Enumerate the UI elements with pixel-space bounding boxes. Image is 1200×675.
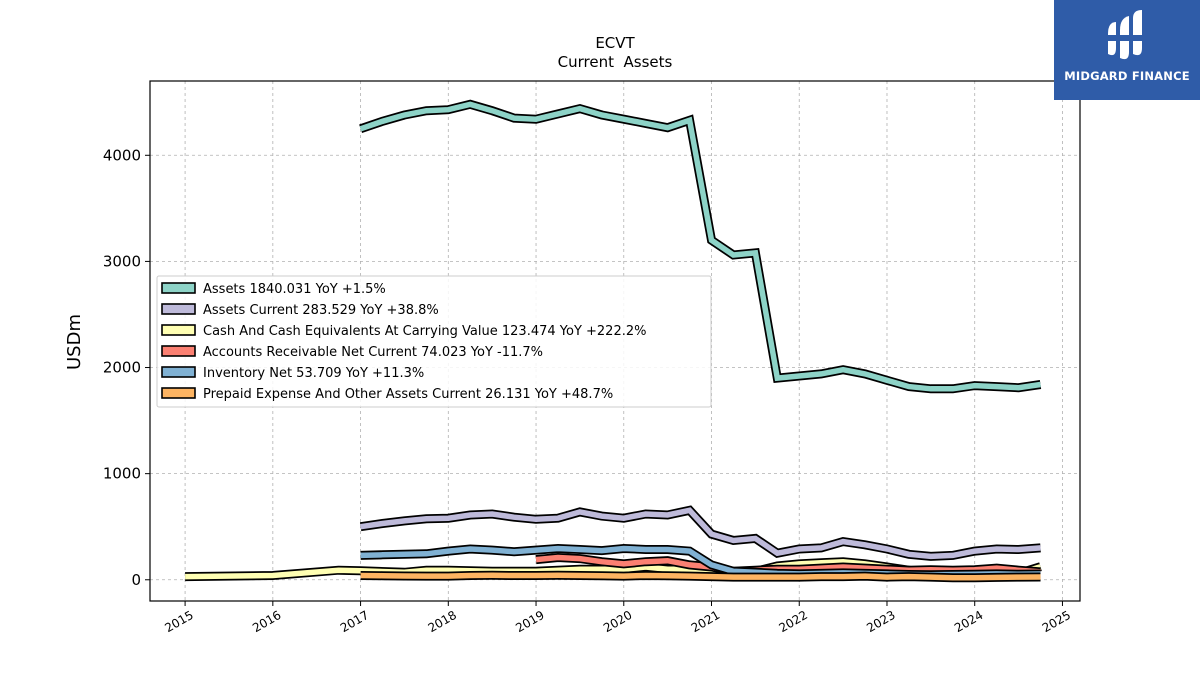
x-tick-label: 2025 <box>1040 608 1073 635</box>
chart-subtitle: Current Assets <box>558 53 673 71</box>
brand-logo: MIDGARD FINANCE <box>1054 0 1200 100</box>
series-line <box>360 507 1041 560</box>
legend-label: Cash And Cash Equivalents At Carrying Va… <box>203 324 646 339</box>
x-tick-label: 2019 <box>513 608 546 635</box>
plot-frame <box>149 80 1081 602</box>
legend-label: Assets Current 283.529 YoY +38.8% <box>203 303 439 318</box>
legend-label: Inventory Net 53.709 YoY +11.3% <box>203 366 424 381</box>
legend-item: Assets Current 283.529 YoY +38.8% <box>161 303 439 318</box>
legend-swatch <box>161 303 196 315</box>
x-tick-label: 2018 <box>426 608 459 635</box>
legend-item: Prepaid Expense And Other Assets Current… <box>161 387 613 402</box>
x-tick-label: 2015 <box>162 608 195 635</box>
series-line-1 <box>359 99 1042 394</box>
legend-item: Assets 1840.031 YoY +1.5% <box>161 282 386 297</box>
legend-swatch <box>161 387 196 399</box>
series-line-6 <box>360 570 1041 583</box>
legend-item: Accounts Receivable Net Current 74.023 Y… <box>161 345 543 360</box>
legend-label: Assets 1840.031 YoY +1.5% <box>203 282 386 297</box>
x-tick-label: 2017 <box>338 608 371 635</box>
legend-item: Inventory Net 53.709 YoY +11.3% <box>161 366 424 381</box>
y-tick-label: 4000 <box>103 146 141 164</box>
legend-swatch <box>161 282 196 294</box>
x-tick-label: 2022 <box>777 608 810 635</box>
brand-mark-icon <box>1106 10 1144 60</box>
chart-title: ECVT <box>595 34 635 52</box>
y-tick-label: 1000 <box>103 465 141 483</box>
y-tick-label: 3000 <box>103 252 141 270</box>
legend-label: Accounts Receivable Net Current 74.023 Y… <box>203 345 543 360</box>
legend-box <box>156 275 712 408</box>
series-line <box>359 101 1041 392</box>
legend: Assets 1840.031 YoY +1.5% Assets Current … <box>156 275 712 408</box>
legend-item: Cash And Cash Equivalents At Carrying Va… <box>161 324 646 339</box>
y-tick-label: 0 <box>131 571 141 589</box>
legend-label: Prepaid Expense And Other Assets Current… <box>203 387 613 402</box>
x-tick-label: 2023 <box>864 608 897 635</box>
plot-area <box>185 99 1042 583</box>
x-tick-label: 2024 <box>952 608 985 635</box>
legend-swatch <box>161 345 196 357</box>
legend-swatch <box>161 366 196 378</box>
series-line <box>360 572 1041 581</box>
y-axis-label: USDm <box>64 314 85 370</box>
x-tick-label: 2020 <box>601 608 634 635</box>
x-tick-label: 2016 <box>250 608 283 635</box>
legend-swatch <box>161 324 196 336</box>
series-line-2 <box>359 505 1041 561</box>
x-tick-label: 2021 <box>689 608 722 635</box>
y-tick-label: 2000 <box>103 359 141 377</box>
brand-name: MIDGARD FINANCE <box>1064 69 1190 83</box>
